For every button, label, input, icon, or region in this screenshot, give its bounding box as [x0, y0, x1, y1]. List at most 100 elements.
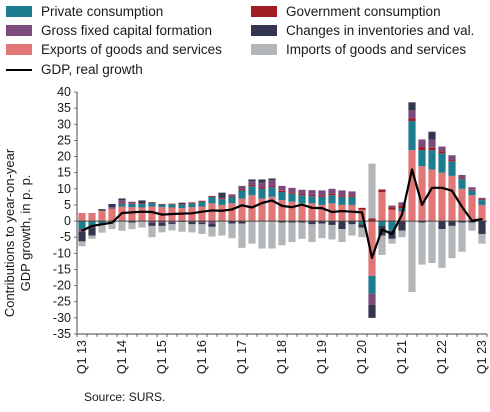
bar-segment-exports-of-goods-and-services [98, 210, 106, 222]
bar-segment-private-consumption [248, 186, 256, 196]
gdp-line-layer [81, 168, 483, 259]
bar-segment-imports-of-goods-and-services [208, 226, 216, 237]
bar-segment-imports-of-goods-and-services [138, 221, 146, 228]
y-axis-label-line-2: GDP growth, in p. p. [18, 175, 33, 292]
bar-segment-changes-in-inventories-and-val [238, 221, 246, 224]
bar-segment-exports-of-goods-and-services [278, 200, 286, 222]
bar-segment-gross-fixed-capital-formation [408, 110, 416, 119]
bar-segment-gross-fixed-capital-formation [168, 221, 176, 223]
bar-segment-exports-of-goods-and-services [78, 213, 86, 222]
x-tick-label: Q1 15 [155, 340, 169, 374]
bar-segment-imports-of-goods-and-services [328, 224, 336, 240]
bar-segment-changes-in-inventories-and-val [448, 221, 456, 226]
bar-segment-private-consumption [428, 150, 436, 170]
bar-segment-exports-of-goods-and-services [148, 206, 156, 222]
bar-segment-private-consumption [448, 161, 456, 176]
bar-segment-exports-of-goods-and-services [448, 175, 456, 222]
bar-segment-imports-of-goods-and-services [118, 221, 126, 231]
legend-label: Changes in inventories and val. [286, 23, 475, 38]
gdp-point [171, 213, 173, 215]
bar-segment-imports-of-goods-and-services [238, 223, 246, 248]
gdp-point [381, 228, 383, 231]
bar-segment-gross-fixed-capital-formation [288, 187, 296, 193]
bar-segment-government-consumption [388, 207, 396, 210]
bar-segment-changes-in-inventories-and-val [308, 221, 316, 225]
bar-segment-gross-fixed-capital-formation [128, 201, 136, 204]
gdp-point [341, 210, 343, 212]
bar-segment-private-consumption [328, 195, 336, 204]
bar-segment-private-consumption [78, 221, 86, 230]
x-tick-label: Q1 17 [235, 340, 249, 374]
bar-segment-changes-in-inventories-and-val [298, 221, 306, 223]
bar-segment-private-consumption [318, 196, 326, 205]
gdp-point [221, 209, 223, 212]
bar-segment-changes-in-inventories-and-val [418, 221, 426, 223]
bar-segment-changes-in-inventories-and-val [138, 200, 146, 203]
bar-segment-changes-in-inventories-and-val [208, 223, 216, 227]
bar-segment-gross-fixed-capital-formation [268, 180, 276, 186]
bar-segment-private-consumption [148, 202, 156, 207]
bar-segment-changes-in-inventories-and-val [178, 202, 186, 205]
x-tick-label: Q1 14 [115, 340, 129, 374]
gdp-point [251, 206, 253, 209]
bar-segment-private-consumption [268, 187, 276, 197]
bar-segment-imports-of-goods-and-services [218, 221, 226, 236]
gdp-point [261, 202, 263, 204]
bar-segment-changes-in-inventories-and-val [398, 221, 406, 231]
y-tick-label: -35 [53, 327, 71, 341]
bar-segment-imports-of-goods-and-services [258, 221, 266, 249]
gdp-point [481, 218, 483, 220]
bar-segment-imports-of-goods-and-services [188, 224, 196, 233]
bar-segment-exports-of-goods-and-services [478, 204, 486, 222]
gdp-point [351, 210, 353, 213]
gdp-point [311, 207, 313, 209]
bar-segment-private-consumption [408, 121, 416, 151]
bar-segment-government-consumption [258, 187, 266, 189]
legend-label: Imports of goods and services [286, 42, 467, 57]
bar-segment-government-consumption [328, 193, 336, 196]
gdp-point [161, 213, 163, 216]
bar-segment-government-consumption [198, 200, 206, 202]
bar-segment-changes-in-inventories-and-val [268, 178, 276, 181]
bar-segment-imports-of-goods-and-services [148, 225, 156, 238]
bar-segment-private-consumption [168, 204, 176, 208]
bar-segment-imports-of-goods-and-services [378, 235, 386, 255]
gdp-point [131, 211, 133, 214]
bar-segment-imports-of-goods-and-services [388, 238, 396, 244]
bar-segment-private-consumption [478, 200, 486, 205]
bar-segment-changes-in-inventories-and-val [228, 221, 236, 224]
bar-segment-exports-of-goods-and-services [208, 203, 216, 222]
bar-segment-gross-fixed-capital-formation [258, 182, 266, 188]
bar-segment-gross-fixed-capital-formation [338, 190, 346, 196]
gdp-point [291, 206, 293, 208]
bar-segment-imports-of-goods-and-services [228, 223, 236, 239]
bar-segment-private-consumption [138, 203, 146, 208]
legend-item-changes-in-inventories: Changes in inventories and val. [251, 23, 474, 38]
y-axis-ticks: 40 35 30 25 20 15 10 5 0 -5 -10 -15 -20 -25 -30 -35 [53, 85, 77, 341]
bar-segment-gross-fixed-capital-formation [398, 202, 406, 206]
bar-segment-government-consumption [338, 195, 346, 197]
bar-segment-exports-of-goods-and-services [408, 150, 416, 222]
bar-segment-government-consumption [278, 190, 286, 193]
bar-segment-private-consumption [118, 203, 126, 207]
source-note: Source: SURS. [84, 390, 166, 404]
gdp-point [331, 211, 333, 213]
bar-segment-imports-of-goods-and-services [418, 222, 426, 265]
bar-segment-gross-fixed-capital-formation [198, 221, 206, 223]
bar-segment-imports-of-goods-and-services [458, 222, 466, 252]
legend-label: GDP, real growth [41, 62, 143, 77]
bar-segment-private-consumption [288, 193, 296, 202]
bar-segment-imports-of-goods-and-services [478, 233, 486, 244]
bar-segment-changes-in-inventories-and-val [358, 224, 366, 228]
y-tick-label: -30 [53, 311, 71, 325]
bar-segment-changes-in-inventories-and-val [338, 221, 346, 230]
bar-segment-exports-of-goods-and-services [368, 221, 376, 276]
bar-segment-imports-of-goods-and-services [438, 229, 446, 268]
bar-segment-exports-of-goods-and-services [88, 213, 96, 222]
bar-segment-changes-in-inventories-and-val [88, 227, 96, 236]
bar-segment-imports-of-goods-and-services [338, 229, 346, 243]
bar-segment-changes-in-inventories-and-val [98, 209, 106, 211]
bar-segment-government-consumption [228, 195, 236, 197]
bar-segment-government-consumption [458, 178, 466, 180]
x-tick-label: Q1 22 [435, 340, 449, 374]
